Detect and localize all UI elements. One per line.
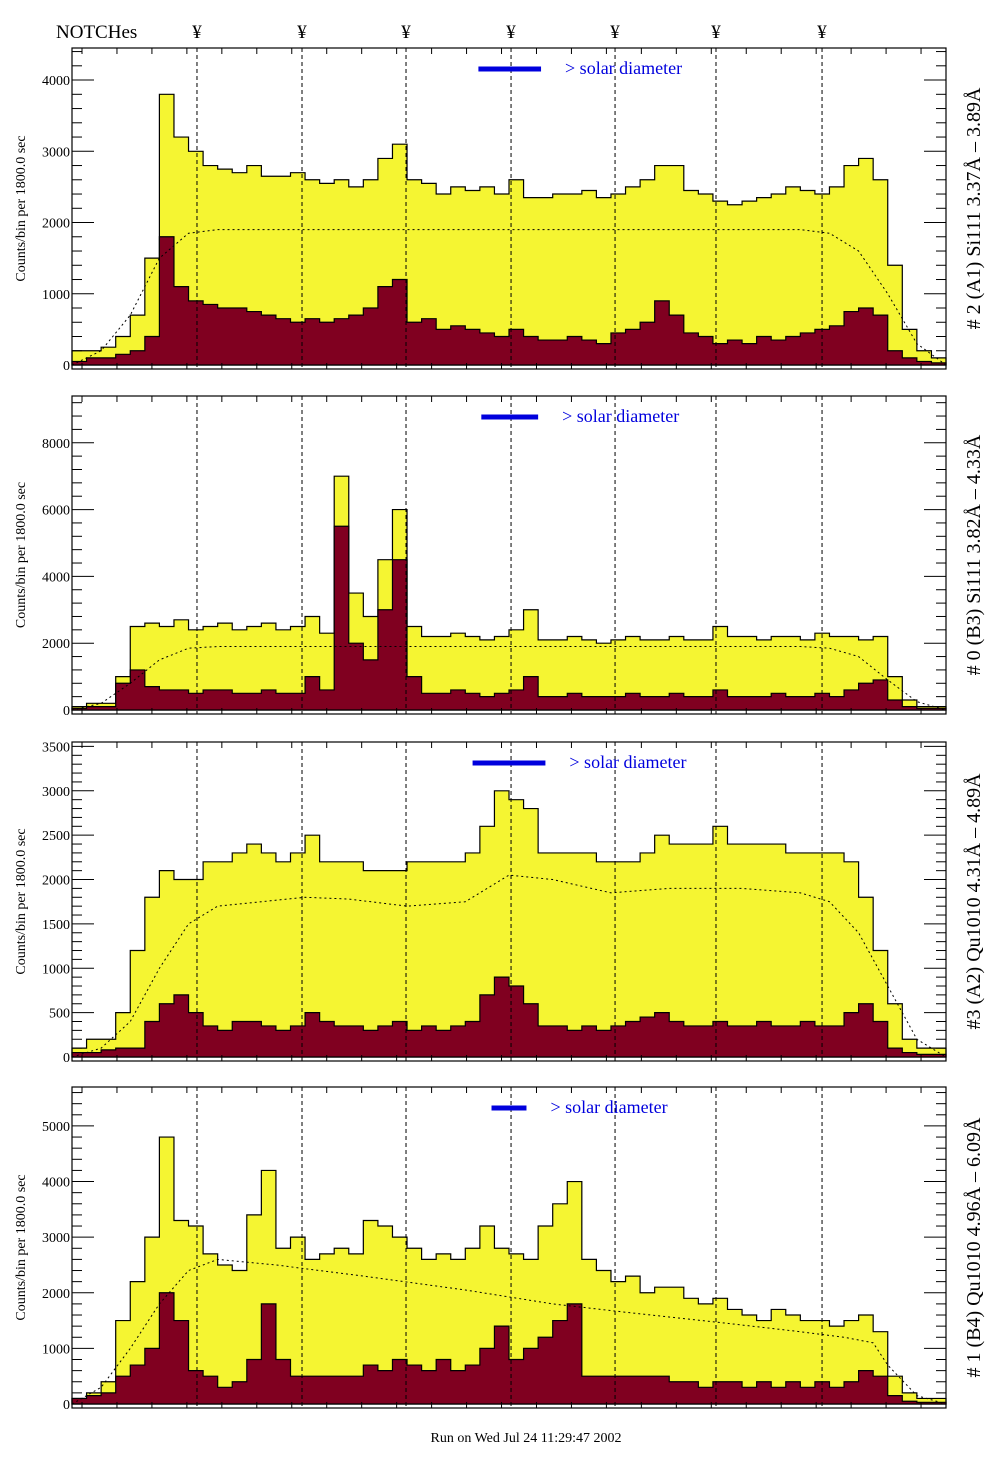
histogram-total (71, 1136, 947, 1405)
y-tick-label: 8000 (42, 437, 70, 452)
notch-symbol: ¥ (401, 22, 411, 43)
histogram-total (71, 475, 947, 711)
expected-curve (71, 1258, 947, 1405)
y-tick-label: 4000 (42, 570, 70, 585)
y-tick-label: 0 (63, 1398, 70, 1413)
notches-label: NOTCHes (56, 22, 137, 43)
y-tick-label: 3000 (42, 785, 70, 800)
y-axis-label: Counts/bin per 1800.0 sec (14, 828, 29, 974)
y-tick-label: 0 (63, 359, 70, 374)
series-subset (71, 525, 947, 711)
y-axis-label: Counts/bin per 1800.0 sec (14, 482, 29, 628)
y-tick-label: 500 (49, 1007, 70, 1022)
notch-symbol: ¥ (610, 22, 620, 43)
histogram-subset (71, 976, 947, 1058)
plot-frame (71, 741, 947, 1062)
panel-2: 0 2000 4000 6000 8000 Counts/bin per 1800.0 s… (14, 395, 985, 719)
y-tick-label: 3000 (42, 145, 70, 160)
y-tick-label: 3000 (42, 1231, 70, 1246)
histogram-subset (71, 236, 947, 366)
y-tick-label: 2500 (42, 829, 70, 844)
notch-symbol: ¥ (711, 22, 721, 43)
y-axis-label: Counts/bin per 1800.0 sec (14, 135, 29, 281)
y-tick-label: 2000 (42, 217, 70, 232)
notch-symbol: ¥ (817, 22, 827, 43)
solar-diameter-label: > solar diameter (550, 1097, 667, 1117)
y-tick-label: 0 (63, 1051, 70, 1066)
panel-1: 0 1000 2000 3000 4000 Counts/bin per 1800.0 s… (14, 47, 985, 374)
series-total (71, 1136, 947, 1405)
series-total (71, 475, 947, 711)
series-subset (71, 236, 947, 366)
y-tick-label: 1000 (42, 1342, 70, 1357)
y-tick-label: 6000 (42, 504, 70, 519)
y-tick-label: 2000 (42, 637, 70, 652)
y-axis-label: Counts/bin per 1800.0 sec (14, 1174, 29, 1320)
plot-frame (71, 1086, 947, 1409)
notch-symbol: ¥ (506, 22, 516, 43)
solar-diameter-label: > solar diameter (562, 406, 679, 426)
series-subset (71, 976, 947, 1058)
panels: 0 1000 2000 3000 4000 Counts/bin per 1800.0 s… (14, 47, 985, 1413)
expected-curve (71, 229, 947, 366)
y-tick-label: 2000 (42, 1287, 70, 1302)
notch-symbol: ¥ (297, 22, 307, 43)
y-tick-label: 0 (63, 704, 70, 719)
panel-title: # 0 (B3) Si111 3.82Å – 4.33Å (963, 434, 985, 675)
y-tick-label: 1000 (42, 962, 70, 977)
y-tick-label: 4000 (42, 74, 70, 89)
panel-title: # 2 (A1) Si111 3.37Å – 3.89Å (963, 87, 985, 329)
histogram-total (71, 790, 947, 1058)
histogram-subset (71, 525, 947, 711)
series-total (71, 790, 947, 1058)
solar-diameter-label: > solar diameter (569, 752, 686, 772)
histogram-subset (71, 1292, 947, 1405)
series-subset (71, 1292, 947, 1405)
y-tick-label: 2000 (42, 874, 70, 889)
panel-3: 0 500 1000 1500 2000 2500 3000 3500 Counts/bin p… (14, 740, 985, 1066)
y-tick-label: 3500 (42, 740, 70, 755)
panel-4: 0 1000 2000 3000 4000 5000 Counts/bin per 1800… (14, 1086, 985, 1413)
y-tick-label: 4000 (42, 1176, 70, 1191)
notch-symbols: ¥ ¥ ¥ ¥ ¥ ¥ ¥ (192, 22, 827, 43)
y-tick-label: 1500 (42, 918, 70, 933)
y-tick-label: 1000 (42, 288, 70, 303)
run-timestamp: Run on Wed Jul 24 11:29:47 2002 (431, 1431, 622, 1446)
y-tick-label: 5000 (42, 1120, 70, 1135)
solar-diameter-label: > solar diameter (565, 58, 682, 78)
notch-symbol: ¥ (192, 22, 202, 43)
plot-frame (71, 395, 947, 715)
panel-title: # 1 (B4) Qu1010 4.96Å – 6.09Å (963, 1117, 985, 1378)
panel-title: #3 (A2) Qu1010 4.31Å – 4.89Å (963, 773, 985, 1030)
